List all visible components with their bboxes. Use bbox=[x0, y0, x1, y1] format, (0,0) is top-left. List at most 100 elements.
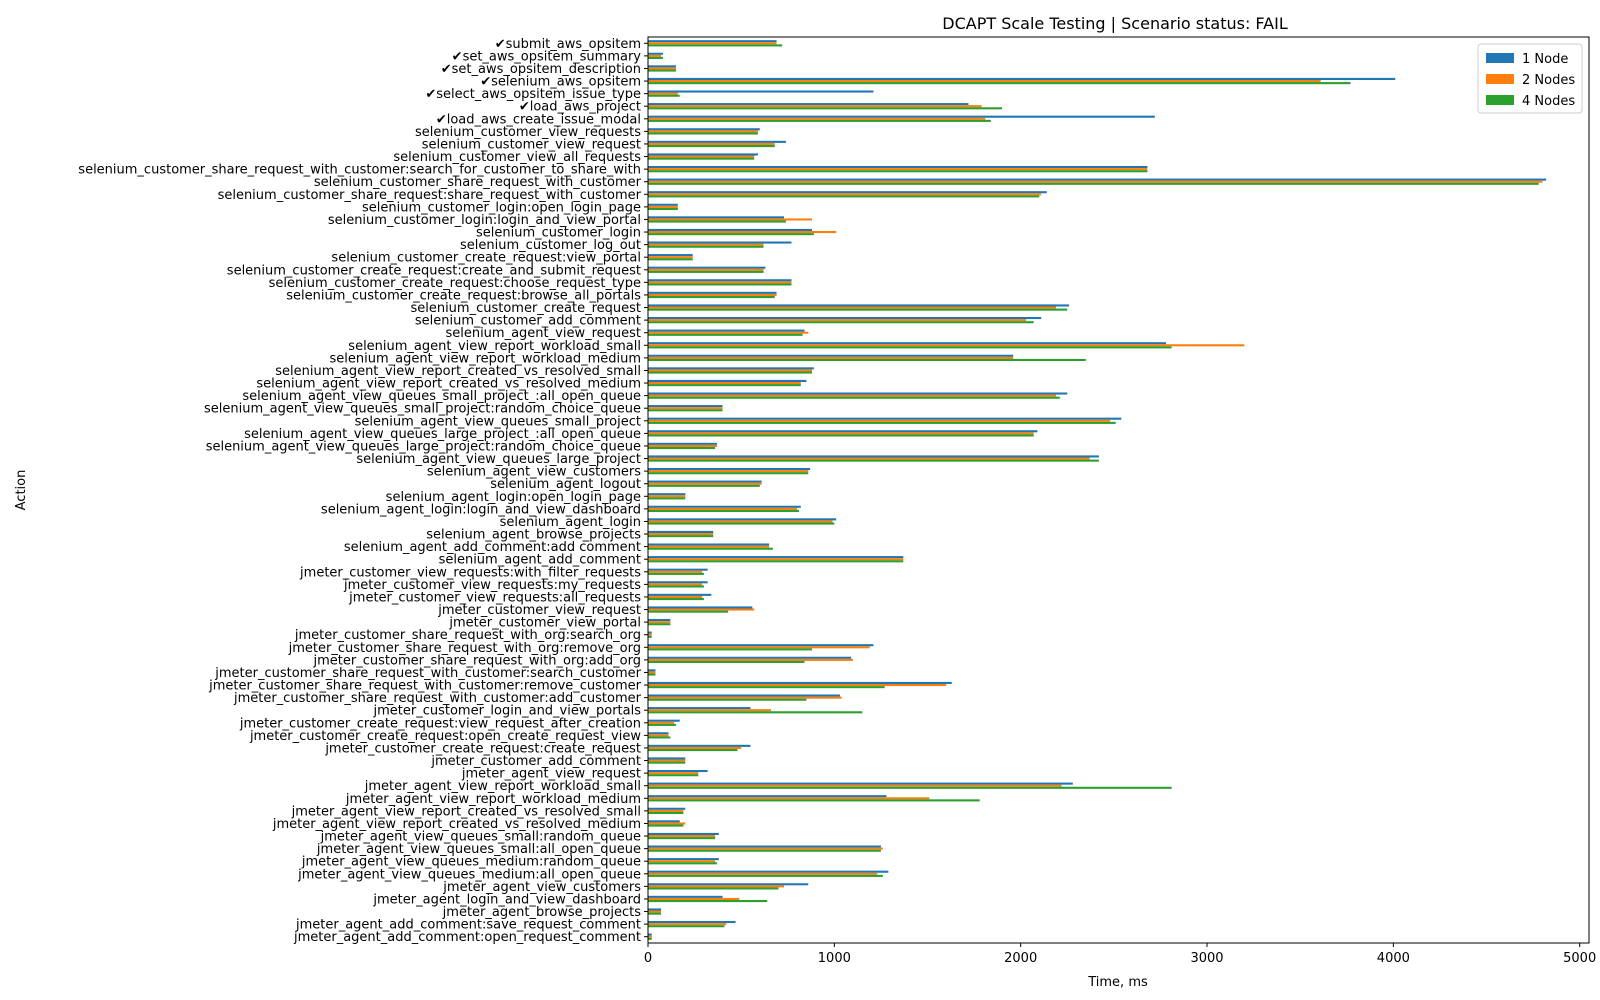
bar-2-nodes-69 bbox=[648, 910, 662, 913]
y-tick-label: selenium_agent_view_report_created_vs_re… bbox=[256, 377, 641, 392]
bar-4-nodes-70 bbox=[648, 925, 725, 928]
bar-2-nodes-32 bbox=[648, 444, 717, 448]
bar-4-nodes-23 bbox=[648, 333, 803, 336]
y-tick-label: jmeter_agent_view_report_workload_small bbox=[364, 779, 641, 794]
y-tick-label: selenium_agent_logout bbox=[490, 477, 641, 492]
bar-4-nodes-12 bbox=[648, 195, 1040, 198]
bar-1-node-34 bbox=[648, 467, 811, 471]
y-tick-label: jmeter_agent_view_request bbox=[461, 767, 641, 782]
bar-1-node-27 bbox=[648, 379, 807, 382]
bar-4-nodes-49 bbox=[648, 660, 805, 664]
bar-4-nodes-11 bbox=[648, 182, 1539, 185]
bar-1-node-71 bbox=[648, 933, 652, 936]
y-tick-label: selenium_agent_view_report_workload_medi… bbox=[330, 351, 642, 366]
bar-4-nodes-50 bbox=[648, 673, 656, 676]
y-tick-label: jmeter_agent_browse_projects bbox=[442, 905, 642, 920]
bar-4-nodes-63 bbox=[648, 837, 716, 840]
y-tick-label: selenium_customer_create_request:browse_… bbox=[286, 288, 641, 303]
bar-4-nodes-29 bbox=[648, 409, 723, 412]
bar-1-node-17 bbox=[648, 254, 693, 257]
y-tick-label: selenium_agent_view_queues_small_project… bbox=[242, 389, 641, 404]
y-tick-label: jmeter_customer_login_and_view_portals bbox=[373, 704, 642, 719]
y-tick-label: jmeter_customer_view_requests:my_request… bbox=[343, 578, 641, 593]
x-axis-label: Time, ms bbox=[1087, 975, 1148, 990]
bar-1-node-68 bbox=[648, 895, 723, 898]
bar-4-nodes-36 bbox=[648, 497, 686, 500]
y-tick-label: selenium_agent_login:login_and_view_dash… bbox=[321, 502, 641, 517]
bar-4-nodes-45 bbox=[648, 610, 729, 613]
bar-1-node-5 bbox=[648, 103, 969, 106]
bar-2-nodes-63 bbox=[648, 834, 716, 838]
bar-4-nodes-35 bbox=[648, 484, 760, 487]
bar-1-node-46 bbox=[648, 618, 671, 622]
y-tick-label: selenium_agent_login:open_login_page bbox=[386, 490, 641, 505]
y-tick-label: jmeter_agent_view_customers bbox=[442, 880, 641, 895]
bar-2-nodes-67 bbox=[648, 885, 785, 888]
bar-1-node-45 bbox=[648, 606, 753, 609]
bar-2-nodes-68 bbox=[648, 897, 740, 901]
y-tick-label: ✔submit_aws_opsitem bbox=[495, 37, 641, 52]
bar-4-nodes-68 bbox=[648, 900, 768, 903]
bar-4-nodes-42 bbox=[648, 572, 704, 575]
bar-4-nodes-1 bbox=[648, 56, 663, 60]
bar-1-node-28 bbox=[648, 392, 1068, 395]
bar-1-node-20 bbox=[648, 291, 777, 294]
bar-1-node-23 bbox=[648, 329, 805, 332]
bar-1-node-60 bbox=[648, 795, 887, 798]
bar-2-nodes-18 bbox=[648, 268, 764, 271]
bar-2-nodes-36 bbox=[648, 495, 686, 498]
bar-2-nodes-54 bbox=[648, 721, 675, 724]
y-tick-label: jmeter_customer_view_requests:with_filte… bbox=[299, 565, 641, 580]
bar-1-node-25 bbox=[648, 354, 1014, 357]
bar-1-node-51 bbox=[648, 681, 952, 684]
bar-4-nodes-71 bbox=[648, 937, 652, 940]
y-tick-label: ✔set_aws_opsitem_description bbox=[441, 62, 641, 77]
bar-2-nodes-71 bbox=[648, 935, 652, 938]
bar-2-nodes-1 bbox=[648, 54, 662, 57]
bar-1-node-12 bbox=[648, 191, 1047, 194]
bar-1-node-39 bbox=[648, 530, 714, 533]
bar-1-node-18 bbox=[648, 266, 766, 269]
bar-4-nodes-7 bbox=[648, 132, 758, 135]
bar-4-nodes-57 bbox=[648, 761, 686, 764]
y-tick-label: ✔set_aws_opsitem_summary bbox=[452, 49, 642, 64]
bar-2-nodes-35 bbox=[648, 482, 762, 485]
bar-1-node-31 bbox=[648, 430, 1038, 433]
bar-4-nodes-8 bbox=[648, 145, 775, 148]
y-tick-label: selenium_customer_share_request_with_cus… bbox=[314, 175, 642, 190]
bar-4-nodes-15 bbox=[648, 233, 814, 236]
bar-1-node-52 bbox=[648, 694, 840, 697]
y-tick-label: jmeter_agent_view_queues_small:all_open_… bbox=[316, 842, 641, 857]
y-tick-label: ✔select_aws_opsitem_issue_type bbox=[425, 87, 641, 102]
bar-2-nodes-52 bbox=[648, 696, 842, 699]
x-tick-label: 4000 bbox=[1377, 951, 1410, 966]
bar-1-node-10 bbox=[648, 165, 1148, 169]
bar-1-node-63 bbox=[648, 832, 719, 835]
bar-1-node-44 bbox=[648, 593, 712, 596]
bar-4-nodes-26 bbox=[648, 371, 812, 374]
bar-4-nodes-5 bbox=[648, 107, 1003, 110]
bar-4-nodes-62 bbox=[648, 824, 684, 827]
bar-4-nodes-19 bbox=[648, 283, 792, 286]
bar-4-nodes-69 bbox=[648, 912, 662, 915]
y-axis-label: Action bbox=[14, 470, 29, 511]
bar-2-nodes-14 bbox=[648, 218, 812, 221]
legend-swatch bbox=[1486, 74, 1514, 84]
y-tick-label: ✔selenium_aws_opsitem bbox=[480, 75, 641, 90]
y-tick-label: jmeter_customer_add_comment bbox=[430, 754, 641, 769]
bar-4-nodes-51 bbox=[648, 686, 885, 689]
y-tick-label: jmeter_customer_view_requests:all_reques… bbox=[348, 590, 641, 605]
bar-2-nodes-11 bbox=[648, 180, 1543, 183]
y-tick-label: selenium_customer_create_request bbox=[410, 301, 641, 316]
bar-1-node-6 bbox=[648, 115, 1155, 118]
legend-swatch bbox=[1486, 53, 1514, 63]
bar-4-nodes-17 bbox=[648, 258, 693, 261]
bar-2-nodes-66 bbox=[648, 872, 878, 875]
y-tick-label: selenium_customer_create_request:create_… bbox=[227, 263, 641, 278]
bar-2-nodes-0 bbox=[648, 42, 777, 45]
bar-4-nodes-66 bbox=[648, 874, 883, 877]
y-tick-label: jmeter_customer_share_request_with_custo… bbox=[208, 679, 642, 694]
bar-1-node-15 bbox=[648, 228, 812, 231]
bar-2-nodes-42 bbox=[648, 570, 703, 573]
bar-2-nodes-53 bbox=[648, 709, 771, 712]
